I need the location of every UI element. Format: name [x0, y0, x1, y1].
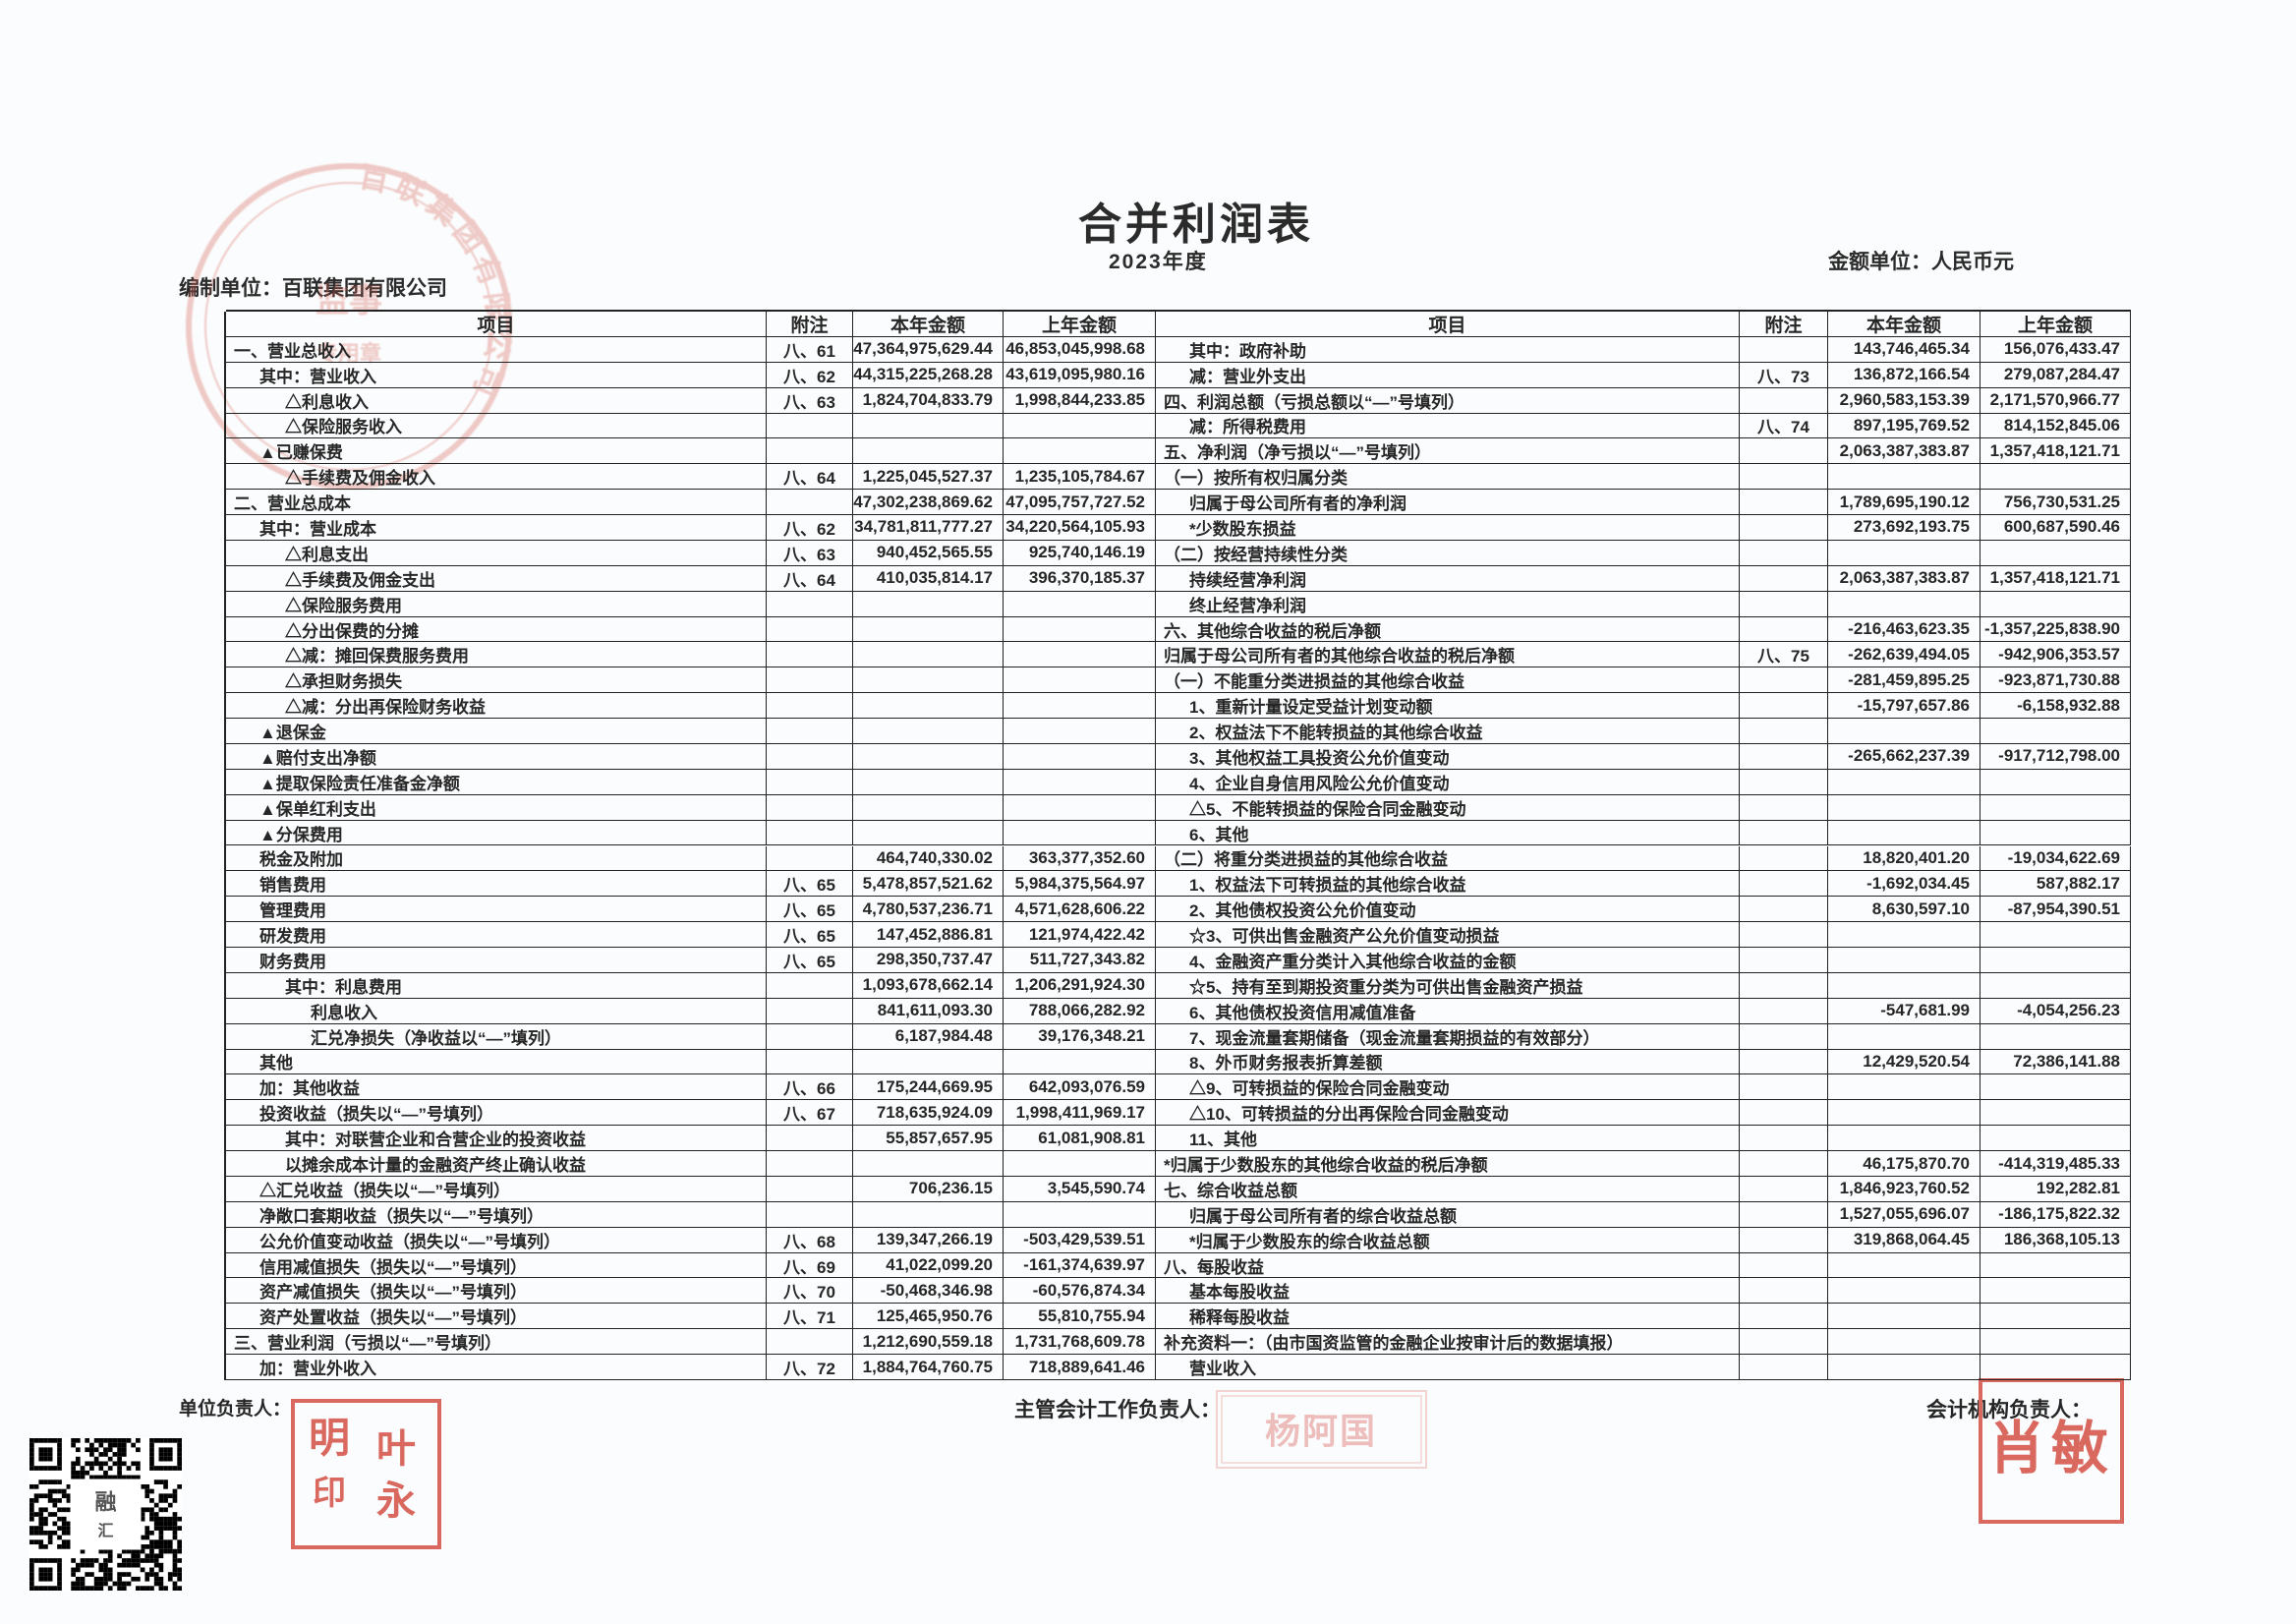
svg-text:汇: 汇 [97, 1523, 113, 1540]
svg-text:叶: 叶 [376, 1427, 416, 1471]
svg-text:印: 印 [313, 1475, 346, 1512]
svg-text:敏: 敏 [2051, 1417, 2108, 1480]
svg-text:杨阿国: 杨阿国 [1265, 1411, 1377, 1451]
svg-text:肖: 肖 [1988, 1417, 2045, 1480]
svg-text:融: 融 [94, 1490, 116, 1515]
svg-text:明: 明 [309, 1415, 350, 1461]
svg-text:永: 永 [376, 1479, 416, 1523]
